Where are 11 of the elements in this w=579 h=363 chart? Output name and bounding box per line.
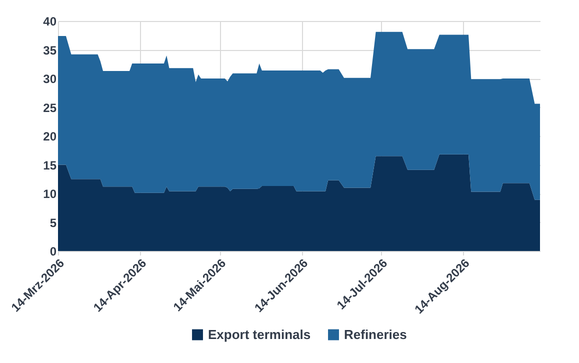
y-tick-label: 0 xyxy=(50,244,57,258)
y-tick-label: 10 xyxy=(43,187,57,201)
y-tick-label: 30 xyxy=(43,72,57,86)
y-tick-label: 35 xyxy=(43,43,57,58)
y-tick-label: 15 xyxy=(43,158,57,172)
y-tick-label: 20 xyxy=(43,130,57,144)
legend-label: Export terminals xyxy=(208,326,311,342)
y-tick-label: 5 xyxy=(50,216,57,230)
legend-label: Refineries xyxy=(344,326,407,342)
y-tick-label: 25 xyxy=(43,100,57,115)
y-tick-label: 40 xyxy=(43,14,57,28)
